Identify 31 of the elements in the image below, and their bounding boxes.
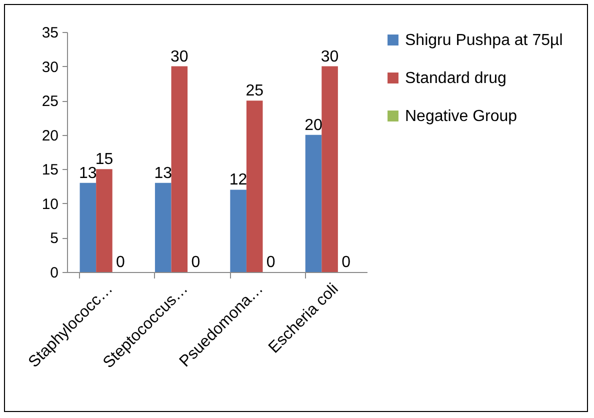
y-tick-label: 30 — [42, 58, 58, 76]
data-label: 20 — [304, 116, 322, 134]
bar — [96, 169, 112, 272]
y-tick-label: 15 — [42, 162, 58, 179]
y-tick-label: 10 — [42, 196, 58, 213]
y-tick-label: 0 — [50, 264, 58, 282]
y-tick-label: 35 — [42, 24, 58, 42]
bar — [322, 66, 338, 272]
data-label: 0 — [191, 254, 200, 271]
legend-label: Shigru Pushpa at 75µl — [405, 32, 563, 49]
data-label: 0 — [342, 254, 351, 271]
bar — [80, 182, 96, 272]
bar — [171, 66, 188, 272]
y-tick-label: 25 — [42, 93, 58, 110]
bar — [305, 134, 322, 272]
data-label: 13 — [154, 164, 172, 182]
bar — [246, 100, 263, 272]
y-tick-label: 5 — [50, 230, 58, 248]
bar — [230, 190, 246, 272]
data-label: 30 — [170, 48, 188, 66]
data-label: 0 — [266, 254, 276, 271]
legend-label: Negative Group — [405, 108, 518, 125]
data-label: 13 — [79, 164, 97, 182]
data-label: 12 — [229, 172, 248, 189]
data-label: 30 — [320, 48, 339, 66]
legend-label: Standard drug — [405, 70, 506, 87]
data-label: 25 — [246, 82, 264, 100]
data-label: 0 — [116, 254, 126, 271]
y-tick-label: 20 — [42, 127, 58, 144]
bar — [154, 182, 172, 272]
data-label: 15 — [95, 151, 114, 168]
